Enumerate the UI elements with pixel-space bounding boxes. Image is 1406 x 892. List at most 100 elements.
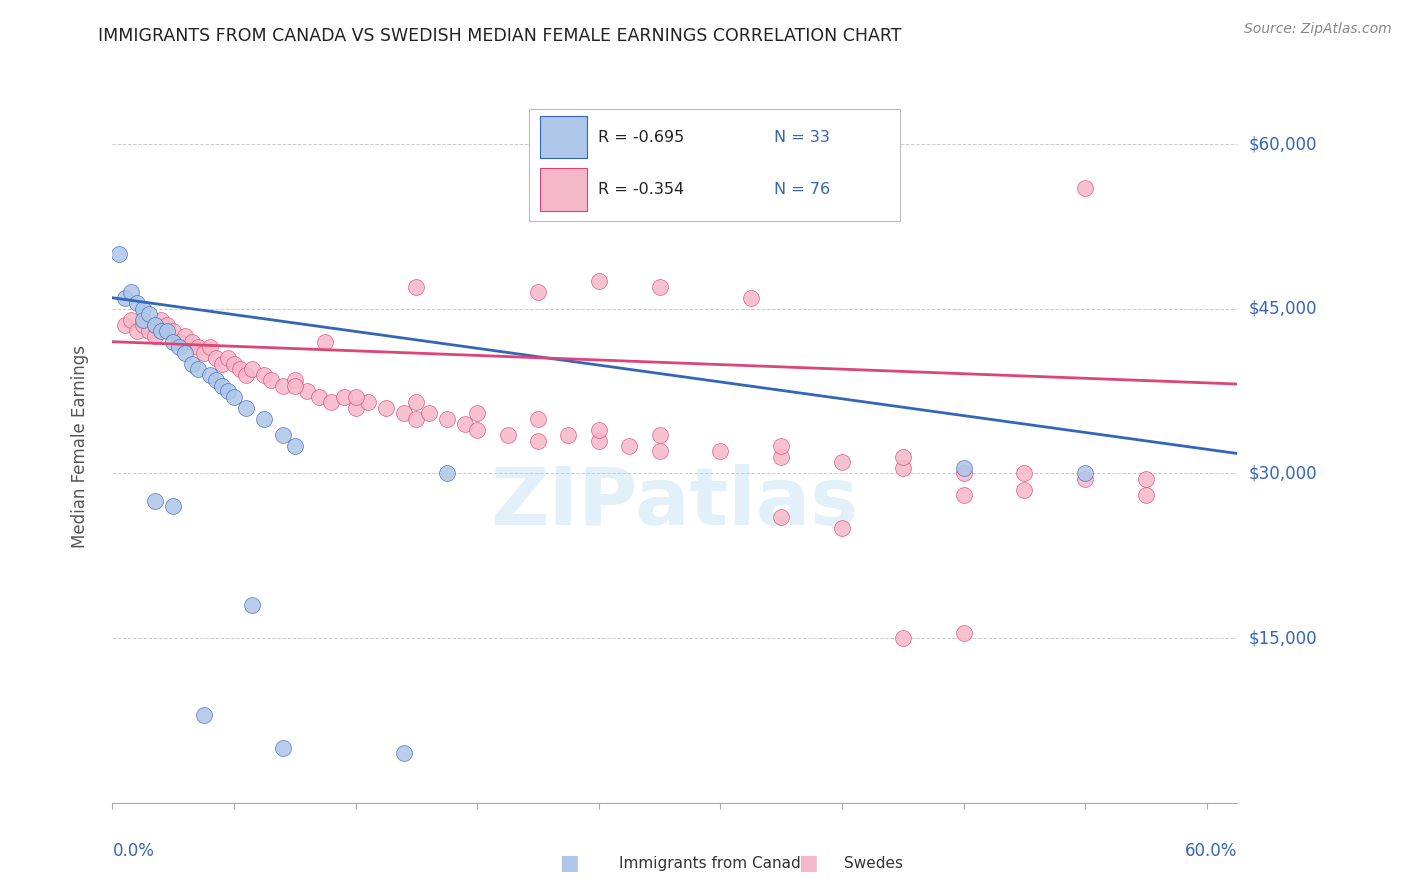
Text: ■: ■ (799, 854, 818, 873)
Point (143, 318, 166, 333)
Point (162, 334, 184, 349)
Point (454, 417, 477, 431)
Point (174, 345, 197, 359)
Point (770, 510, 793, 524)
Point (1135, 472, 1157, 486)
Point (465, 423, 488, 437)
Point (162, 324, 184, 338)
Point (132, 312, 155, 326)
Point (156, 318, 179, 333)
Point (344, 401, 367, 415)
Point (1135, 488, 1157, 502)
Point (193, 708, 215, 723)
Point (187, 340, 209, 354)
Point (295, 384, 318, 398)
Point (284, 373, 307, 387)
Point (187, 362, 209, 376)
Point (156, 324, 179, 338)
Point (527, 434, 550, 448)
Point (174, 329, 197, 343)
Point (496, 428, 519, 442)
Text: Swedes: Swedes (844, 856, 903, 871)
Point (1074, 472, 1097, 486)
Point (588, 434, 610, 448)
Point (235, 401, 257, 415)
Text: R = -0.695: R = -0.695 (599, 130, 685, 145)
Point (120, 285, 142, 300)
Point (114, 318, 136, 333)
Point (588, 274, 610, 288)
Point (143, 494, 166, 508)
Point (211, 357, 233, 371)
Point (284, 439, 307, 453)
Point (891, 631, 914, 645)
Text: 60.0%: 60.0% (1185, 842, 1237, 860)
Point (405, 395, 427, 409)
Point (198, 368, 221, 382)
Point (588, 423, 610, 437)
Y-axis label: Median Female Earnings: Median Female Earnings (70, 344, 89, 548)
Point (259, 373, 281, 387)
Point (284, 378, 307, 392)
Point (557, 428, 579, 442)
Text: $45,000: $45,000 (1249, 300, 1317, 318)
Point (344, 390, 367, 404)
Text: N = 76: N = 76 (773, 182, 830, 196)
Point (180, 334, 202, 349)
Point (375, 401, 398, 415)
Point (125, 324, 148, 338)
Point (831, 521, 853, 535)
Point (770, 439, 793, 453)
Point (952, 467, 974, 481)
Point (308, 390, 330, 404)
Point (132, 318, 155, 333)
Point (229, 362, 252, 376)
Text: R = -0.354: R = -0.354 (599, 182, 685, 196)
Text: $15,000: $15,000 (1249, 629, 1317, 647)
Point (831, 455, 853, 469)
Point (418, 406, 440, 420)
Point (162, 500, 184, 514)
Point (891, 450, 914, 464)
Point (321, 395, 343, 409)
Point (222, 390, 245, 404)
Point (314, 334, 336, 349)
Point (770, 450, 793, 464)
Point (271, 740, 294, 755)
Text: IMMIGRANTS FROM CANADA VS SWEDISH MEDIAN FEMALE EARNINGS CORRELATION CHART: IMMIGRANTS FROM CANADA VS SWEDISH MEDIAN… (98, 27, 901, 45)
Text: Immigrants from Canada: Immigrants from Canada (619, 856, 810, 871)
Point (405, 411, 427, 425)
Point (253, 411, 276, 425)
Point (648, 428, 671, 442)
Point (271, 378, 294, 392)
Point (332, 390, 354, 404)
Text: ZIPatlas: ZIPatlas (491, 464, 859, 542)
Point (1074, 467, 1097, 481)
Point (107, 247, 129, 261)
Point (205, 373, 228, 387)
Point (125, 296, 148, 310)
Text: ■: ■ (560, 854, 579, 873)
Point (222, 357, 245, 371)
Text: N = 33: N = 33 (773, 130, 830, 145)
Point (211, 378, 233, 392)
Point (394, 747, 416, 761)
FancyBboxPatch shape (529, 109, 900, 221)
Point (952, 461, 974, 475)
Point (527, 411, 550, 425)
Text: 0.0%: 0.0% (112, 842, 155, 860)
Point (952, 488, 974, 502)
Point (138, 324, 160, 338)
Point (120, 312, 142, 326)
Point (114, 291, 136, 305)
Point (132, 301, 155, 316)
Point (205, 351, 228, 366)
Point (169, 334, 191, 349)
Text: $30,000: $30,000 (1249, 465, 1317, 483)
Point (271, 428, 294, 442)
Point (1074, 181, 1097, 195)
Point (1014, 483, 1036, 497)
Point (150, 312, 173, 326)
Point (740, 291, 762, 305)
Point (198, 340, 221, 354)
